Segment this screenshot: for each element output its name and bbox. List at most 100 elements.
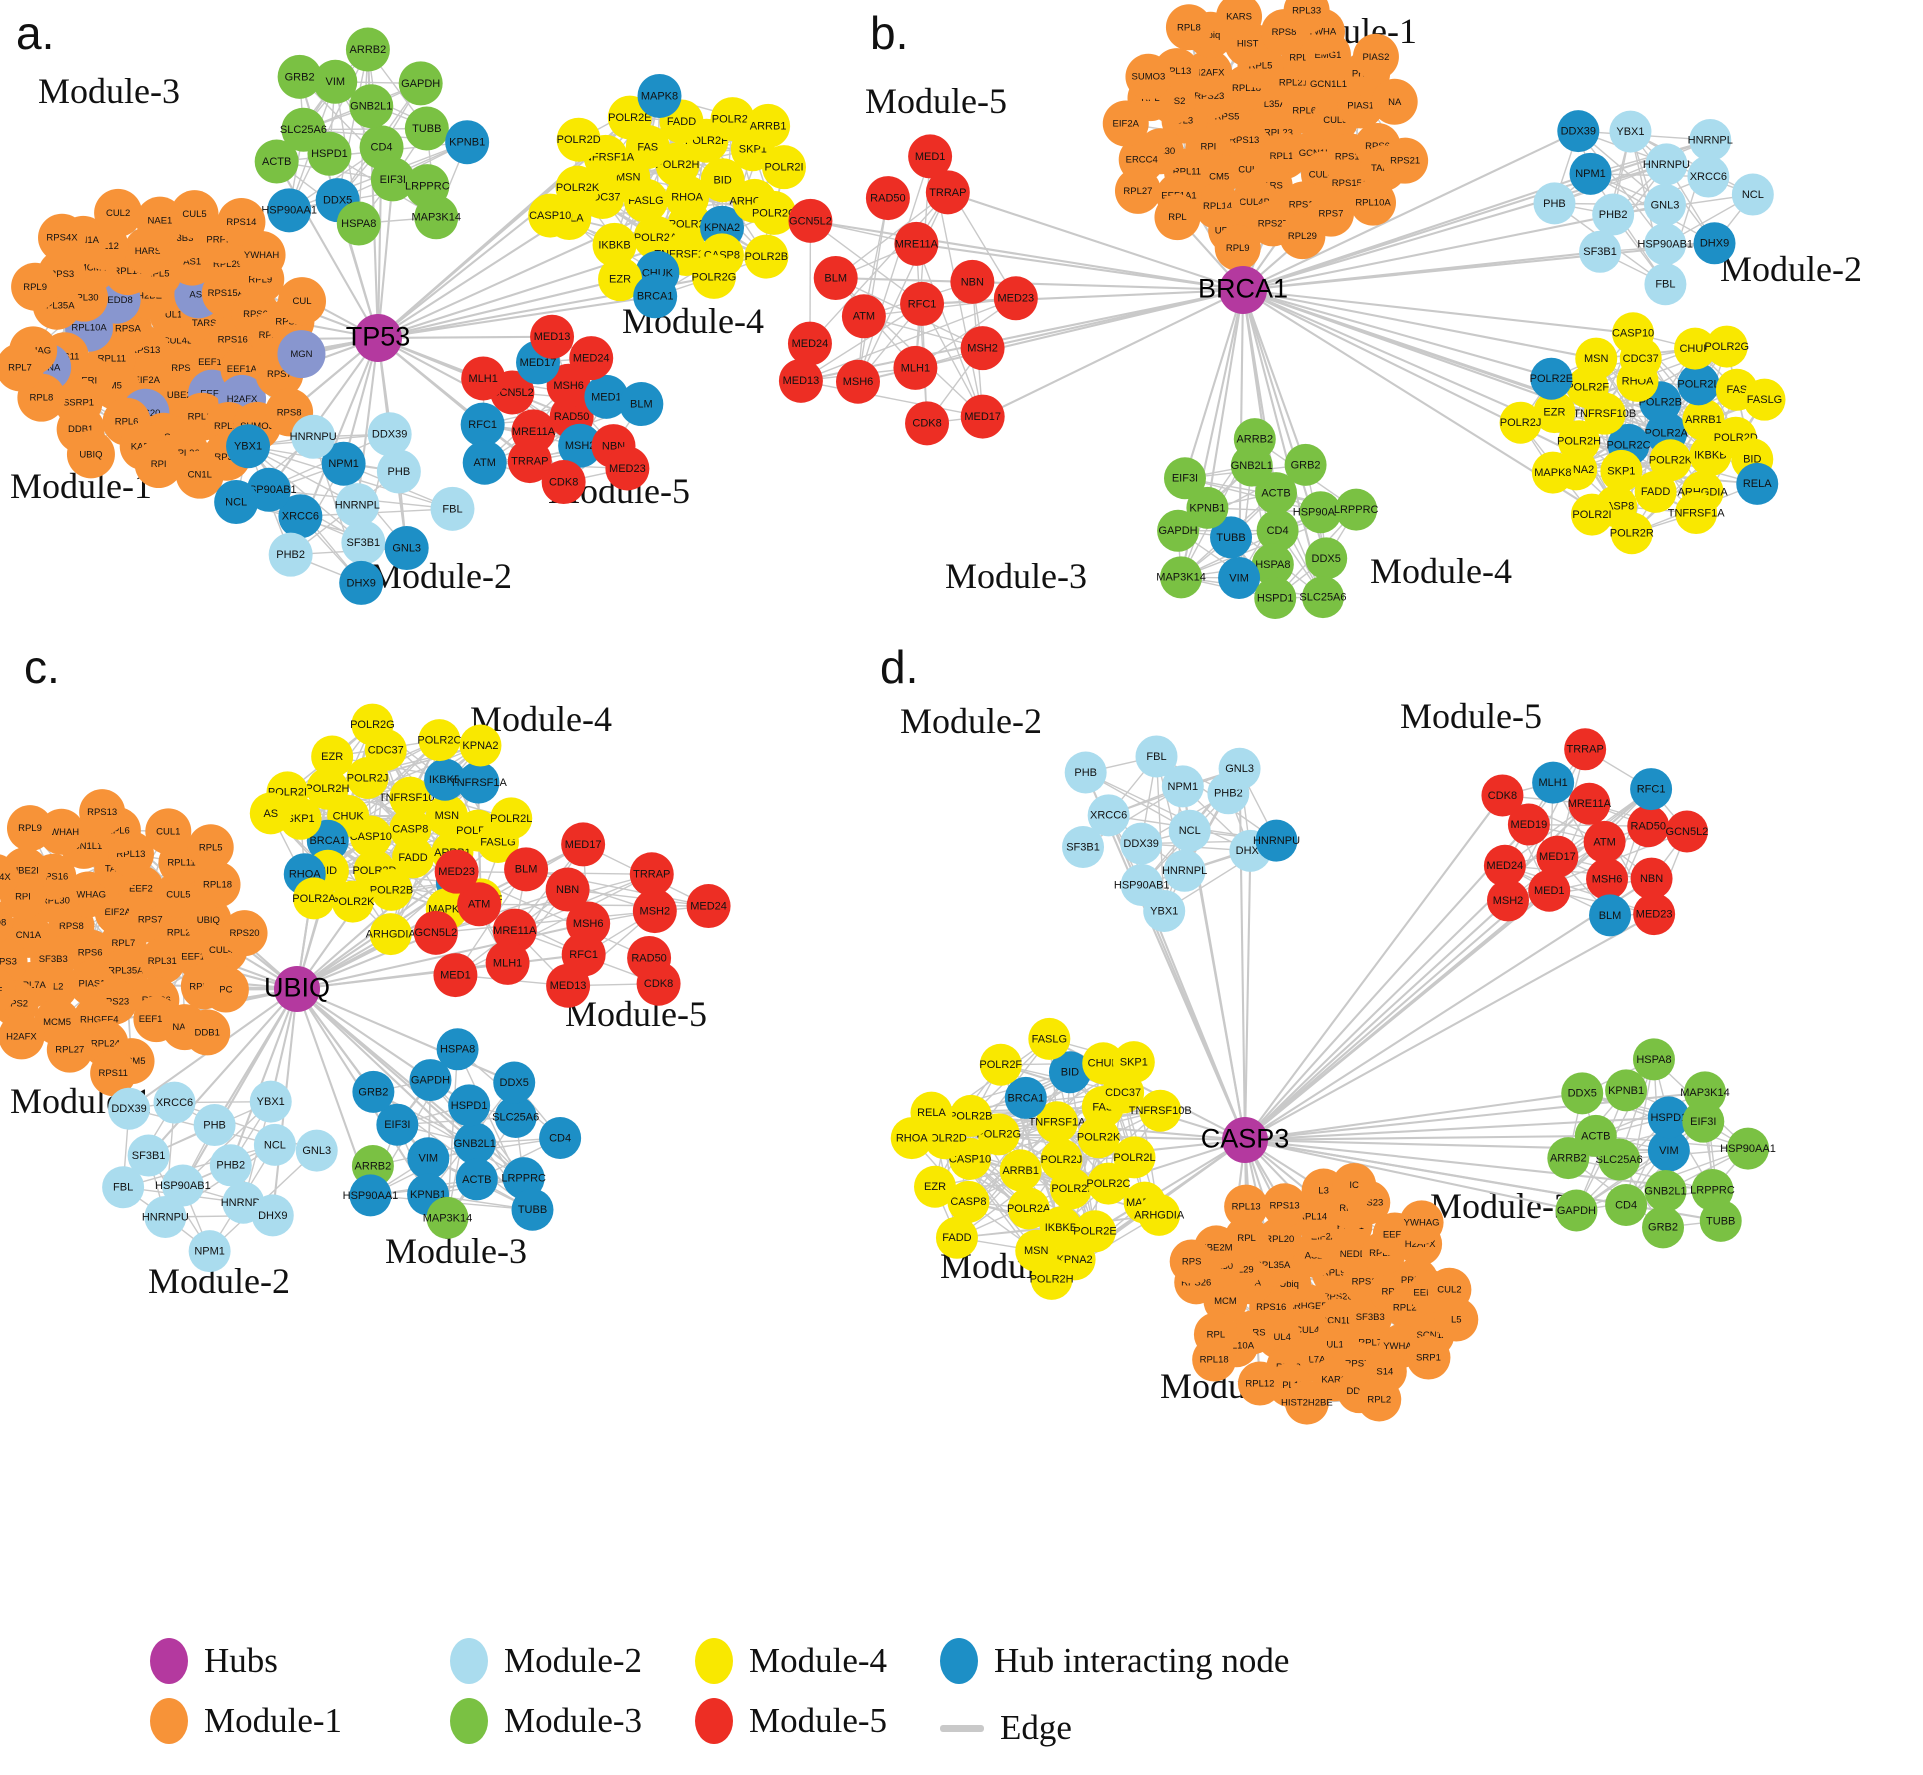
node-brca1-module2-phb[interactable]: PHB bbox=[1533, 182, 1576, 225]
node-tp53-module2-hnrnpu[interactable]: HNRNPU bbox=[290, 414, 337, 459]
node-casp3-module4-bid[interactable]: BID bbox=[1048, 1051, 1091, 1094]
node-ubiq-module1-pc[interactable]: PC bbox=[202, 966, 249, 1013]
node-tp53-module2-xrcc6[interactable]: XRCC6 bbox=[278, 494, 323, 539]
node-brca1-module5-cdk8[interactable]: CDK8 bbox=[905, 401, 950, 446]
node-casp3-module2-ybx1[interactable]: YBX1 bbox=[1143, 889, 1186, 932]
node-tp53-module5-med1[interactable]: MED1 bbox=[584, 374, 629, 419]
node-ubiq-module4-polr2l[interactable]: POLR2L bbox=[490, 797, 532, 840]
node-casp3-module2-xrcc6[interactable]: XRCC6 bbox=[1087, 794, 1130, 837]
hub-node-tp53[interactable]: TP53 bbox=[346, 314, 411, 362]
node-brca1-module2-npm1[interactable]: NPM1 bbox=[1569, 152, 1612, 195]
node-brca1-module5-mlh1[interactable]: MLH1 bbox=[893, 345, 938, 390]
node-ubiq-module1-nedd8[interactable]: NEDD8 bbox=[0, 899, 14, 945]
node-brca1-module1-rpl29[interactable]: RPL29 bbox=[1279, 213, 1326, 260]
node-brca1-module1-rpl33[interactable]: RPL33 bbox=[1283, 0, 1330, 34]
node-casp3-module5-rfc1[interactable]: RFC1 bbox=[1630, 768, 1673, 811]
node-ubiq-module4-polr2c[interactable]: POLR2C bbox=[417, 719, 461, 762]
node-tp53-module5-mlh1[interactable]: MLH1 bbox=[461, 356, 506, 401]
node-tp53-module4-polr2b[interactable]: POLR2B bbox=[744, 234, 789, 279]
node-brca1-module3-eif3i[interactable]: EIF3I bbox=[1163, 457, 1206, 500]
node-casp3-module2-gnl3[interactable]: GNL3 bbox=[1218, 747, 1261, 790]
node-tp53-module1-cn1l[interactable]: CN1L bbox=[175, 450, 224, 499]
node-brca1-module3-gapdh[interactable]: GAPDH bbox=[1157, 509, 1200, 552]
node-brca1-module2-xrcc6[interactable]: XRCC6 bbox=[1687, 155, 1730, 198]
node-brca1-module3-actb[interactable]: ACTB bbox=[1255, 472, 1298, 515]
node-ubiq-module2-phb[interactable]: PHB bbox=[193, 1104, 236, 1147]
node-casp3-module2-sf3b1[interactable]: SF3B1 bbox=[1062, 825, 1105, 868]
node-casp3-module4-faslg[interactable]: FASLG bbox=[1028, 1017, 1071, 1060]
node-ubiq-module2-ybx1[interactable]: YBX1 bbox=[249, 1080, 292, 1123]
node-ubiq-module1-ddb1[interactable]: DDB1 bbox=[184, 1009, 231, 1056]
node-tp53-module5-blm[interactable]: BLM bbox=[619, 382, 664, 427]
node-tp53-module3-tubb[interactable]: TUBB bbox=[404, 106, 449, 151]
node-ubiq-module2-phb2[interactable]: PHB2 bbox=[209, 1144, 252, 1187]
node-ubiq-module3-gnb2l1[interactable]: GNB2L1 bbox=[454, 1122, 496, 1165]
node-casp3-module4-polr2f[interactable]: POLR2F bbox=[979, 1043, 1022, 1086]
node-ubiq-module5-mlh1[interactable]: MLH1 bbox=[485, 940, 530, 985]
node-ubiq-module5-msh2[interactable]: MSH2 bbox=[632, 889, 677, 934]
node-tp53-module2-hnrnpl[interactable]: HNRNPL bbox=[335, 483, 380, 528]
node-tp53-module3-grb2[interactable]: GRB2 bbox=[277, 54, 322, 99]
node-tp53-module3-eif3i[interactable]: EIF3I bbox=[370, 157, 415, 202]
node-casp3-module4-rhoa[interactable]: RHOA bbox=[890, 1117, 933, 1160]
hub-node-ubiq[interactable]: UBIQ bbox=[264, 966, 330, 1012]
node-brca1-module5-med13[interactable]: MED13 bbox=[778, 358, 823, 403]
node-brca1-module3-hsp90aa1[interactable]: HSP90AA1 bbox=[1293, 491, 1349, 534]
node-tp53-module5-rfc1[interactable]: RFC1 bbox=[460, 402, 505, 447]
node-brca1-module5-med17[interactable]: MED17 bbox=[960, 394, 1005, 439]
node-casp3-module4-polr2a[interactable]: POLR2A bbox=[1007, 1187, 1051, 1230]
node-tp53-module3-hsp90aa1[interactable]: HSP90AA1 bbox=[261, 188, 317, 233]
node-ubiq-module5-nbn[interactable]: NBN bbox=[545, 867, 590, 912]
node-ubiq-module4-tnfrsf10b[interactable]: TNFRSF10B bbox=[379, 776, 442, 819]
node-casp3-module5-trrap[interactable]: TRRAP bbox=[1564, 728, 1607, 771]
node-casp3-module3-hspa8[interactable]: HSPA8 bbox=[1632, 1038, 1675, 1081]
node-brca1-module2-hsp90ab1[interactable]: HSP90AB1 bbox=[1637, 223, 1693, 266]
node-casp3-module3-ddx5[interactable]: DDX5 bbox=[1561, 1072, 1604, 1115]
node-brca1-module1-kars[interactable]: KARS bbox=[1216, 0, 1263, 40]
node-tp53-module5-med23[interactable]: MED23 bbox=[605, 446, 650, 491]
node-casp3-module5-rad50[interactable]: RAD50 bbox=[1627, 805, 1670, 848]
node-tp53-module1-rps14[interactable]: RPS14 bbox=[217, 197, 266, 246]
node-brca1-module1-rpl10a[interactable]: RPL10A bbox=[1350, 179, 1397, 226]
node-brca1-module2-dhx9[interactable]: DHX9 bbox=[1693, 222, 1736, 265]
node-brca1-module3-vim[interactable]: VIM bbox=[1218, 556, 1261, 599]
node-ubiq-module1-rps4x[interactable]: RPS4X bbox=[0, 854, 19, 900]
node-tp53-module1-rpl9[interactable]: RPL9 bbox=[11, 262, 60, 311]
node-brca1-module3-tubb[interactable]: TUBB bbox=[1210, 516, 1253, 559]
node-tp53-module3-map3k14[interactable]: MAP3K14 bbox=[411, 195, 461, 240]
node-casp3-module1-l5[interactable]: L5 bbox=[1434, 1297, 1479, 1342]
node-brca1-module5-rad50[interactable]: RAD50 bbox=[865, 176, 910, 221]
node-brca1-module4-polr2g[interactable]: POLR2G bbox=[1704, 325, 1749, 368]
node-ubiq-module4-polr2a[interactable]: POLR2A bbox=[292, 877, 336, 920]
node-casp3-module5-mlh1[interactable]: MLH1 bbox=[1532, 761, 1575, 804]
node-casp3-module4-ezr[interactable]: EZR bbox=[914, 1165, 957, 1208]
node-casp3-module3-hsp90aa1[interactable]: HSP90AA1 bbox=[1720, 1127, 1776, 1170]
node-brca1-module4-casp10[interactable]: CASP10 bbox=[1612, 312, 1654, 355]
node-brca1-module5-msh6[interactable]: MSH6 bbox=[835, 359, 880, 404]
node-tp53-module1-mgn[interactable]: MGN bbox=[277, 330, 326, 379]
node-ubiq-module5-med23[interactable]: MED23 bbox=[434, 849, 479, 894]
node-brca1-module4-rela[interactable]: RELA bbox=[1736, 462, 1779, 505]
node-brca1-module2-ybx1[interactable]: YBX1 bbox=[1609, 110, 1652, 153]
node-casp3-module3-gnb2l1[interactable]: GNB2L1 bbox=[1644, 1169, 1687, 1212]
node-tp53-module4-polr2i[interactable]: POLR2I bbox=[762, 145, 807, 190]
node-ubiq-module2-xrcc6[interactable]: XRCC6 bbox=[153, 1081, 196, 1124]
node-ubiq-module3-ddx5[interactable]: DDX5 bbox=[493, 1061, 536, 1104]
node-ubiq-module1-rpl27[interactable]: RPL27 bbox=[46, 1026, 93, 1073]
node-brca1-module1-rpl8[interactable]: RPL8 bbox=[1165, 4, 1212, 51]
node-tp53-module5-med24[interactable]: MED24 bbox=[569, 336, 614, 381]
node-tp53-module4-casp10[interactable]: CASP10 bbox=[528, 193, 573, 238]
node-casp3-module2-hnrnpl[interactable]: HNRNPL bbox=[1162, 849, 1207, 892]
node-ubiq-module3-hspa8[interactable]: HSPA8 bbox=[436, 1028, 479, 1071]
node-brca1-module4-skp1[interactable]: SKP1 bbox=[1600, 449, 1643, 492]
node-casp3-module4-chuk[interactable]: CHUK bbox=[1082, 1042, 1125, 1085]
node-ubiq-module4-tnfrsf1a[interactable]: TNFRSF1A bbox=[450, 761, 508, 804]
node-ubiq-module3-hsp90aa1[interactable]: HSP90AA1 bbox=[343, 1174, 399, 1217]
node-casp3-module2-npm1[interactable]: NPM1 bbox=[1161, 765, 1204, 808]
node-tp53-module4-mapk8[interactable]: MAPK8 bbox=[637, 73, 682, 118]
node-casp3-module4-polr2l[interactable]: POLR2L bbox=[1113, 1136, 1156, 1179]
node-brca1-module4-polr2r[interactable]: POLR2R bbox=[1610, 512, 1654, 555]
node-ubiq-module2-hsp90ab1[interactable]: HSP90AB1 bbox=[155, 1164, 211, 1207]
node-ubiq-module1-rps13[interactable]: RPS13 bbox=[79, 789, 126, 836]
node-ubiq-module3-gapdh[interactable]: GAPDH bbox=[409, 1059, 452, 1102]
